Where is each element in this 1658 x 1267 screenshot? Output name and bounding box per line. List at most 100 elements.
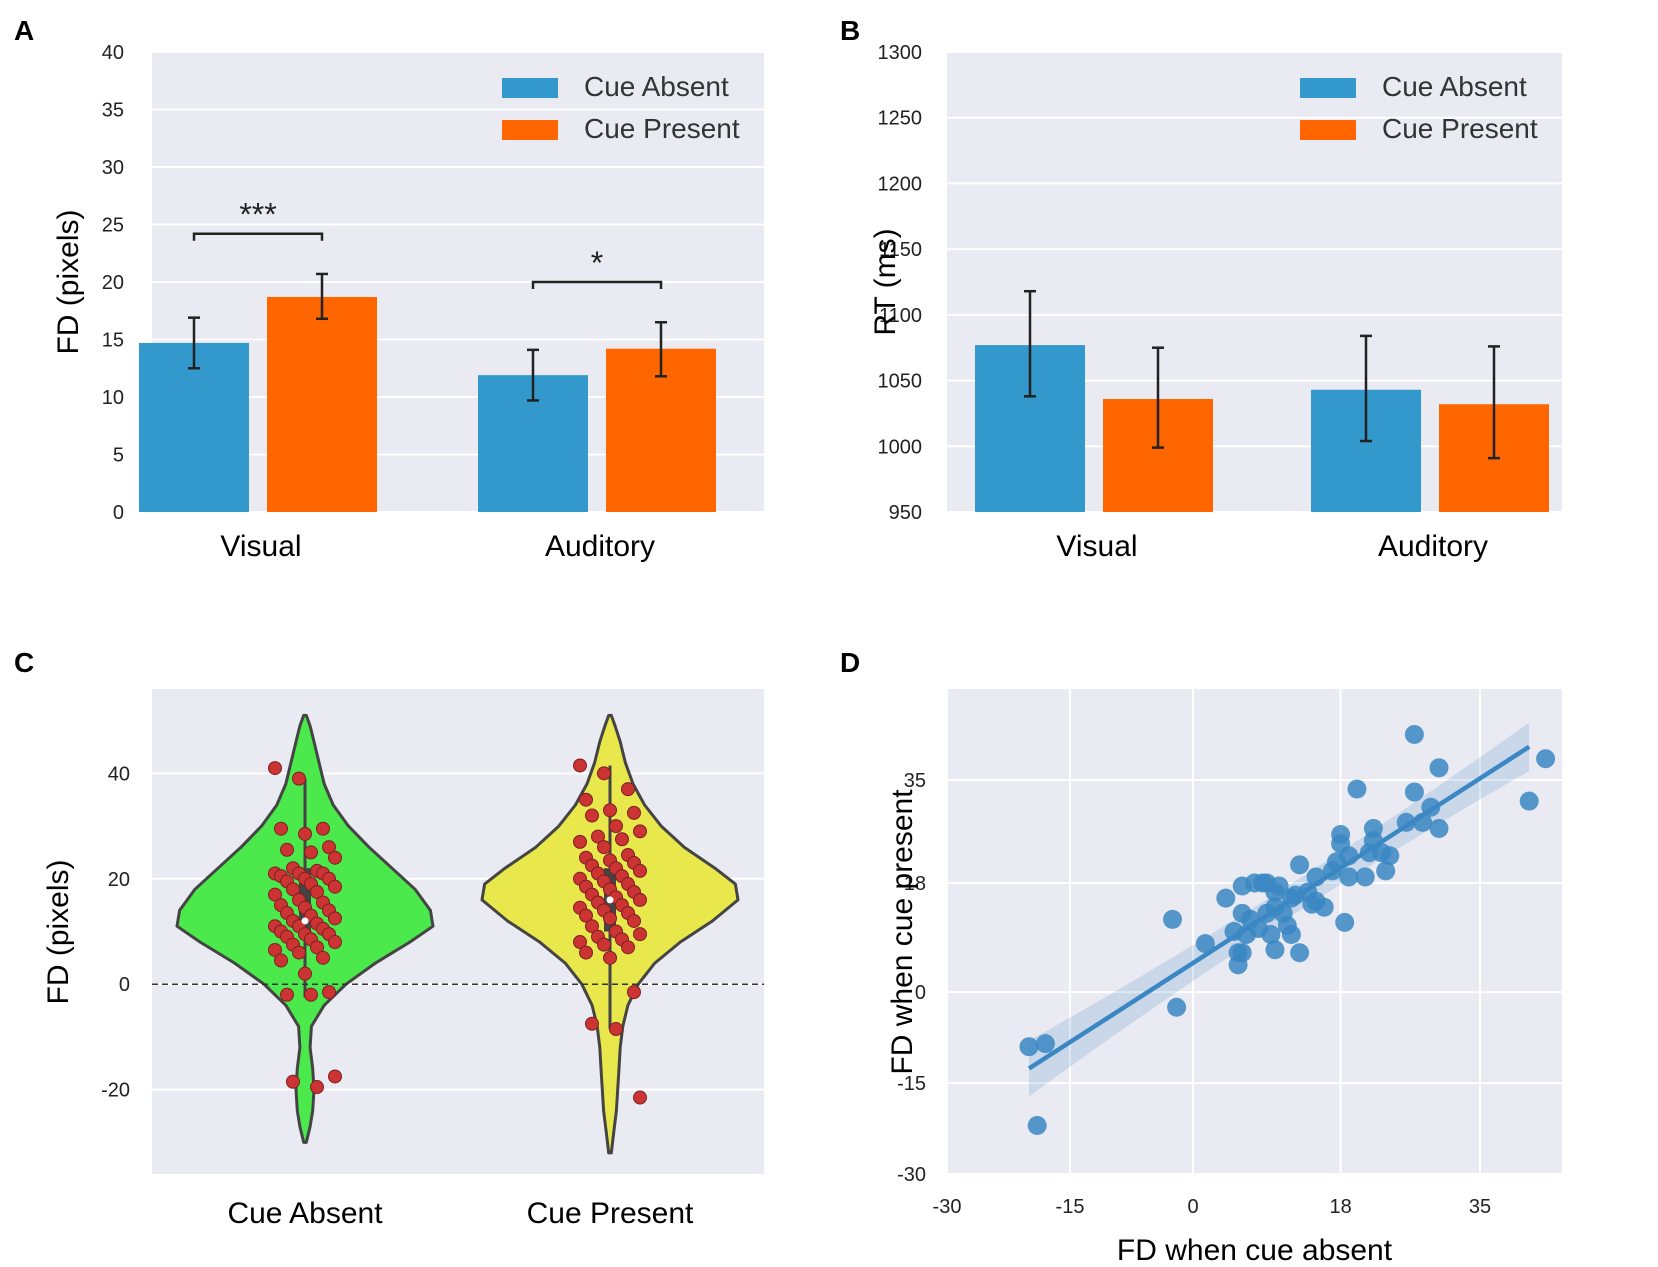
scatter-point	[1290, 855, 1310, 875]
y-tick-label: 25	[102, 215, 124, 237]
x-tick-label: -15	[1056, 1196, 1085, 1218]
y-tick-label: 0	[915, 982, 926, 1004]
scatter-point	[1363, 818, 1383, 838]
data-point	[585, 919, 599, 934]
y-axis-label: FD (pixels)	[52, 209, 85, 354]
legend-label: Cue Present	[584, 113, 740, 144]
y-axis-label: RT (ms)	[869, 228, 902, 335]
x-tick-label: 18	[1329, 1196, 1351, 1218]
data-point	[633, 1090, 647, 1105]
scatter-point	[1355, 867, 1375, 887]
data-point	[585, 1016, 599, 1031]
scatter-point	[1404, 782, 1424, 802]
significance-marker: ***	[239, 197, 276, 233]
legend-swatch	[1300, 78, 1356, 98]
y-tick-label: 35	[904, 770, 926, 792]
scatter-point	[1331, 825, 1351, 844]
y-tick-label: 5	[113, 445, 124, 467]
data-point	[633, 863, 647, 878]
scatter-point	[1339, 867, 1359, 887]
data-point	[322, 840, 336, 855]
data-point	[328, 911, 342, 926]
data-point	[274, 821, 288, 836]
data-point	[316, 821, 330, 836]
data-point	[573, 935, 587, 950]
data-point	[627, 913, 641, 928]
scatter-point	[1290, 943, 1310, 963]
scatter-point	[1376, 861, 1396, 881]
scatter-point	[1261, 925, 1281, 945]
data-point	[268, 942, 282, 957]
data-point	[573, 758, 587, 773]
scatter-point	[1265, 940, 1285, 960]
y-tick-label: 30	[102, 157, 124, 179]
data-point	[328, 850, 342, 865]
y-tick-label: -15	[897, 1073, 926, 1095]
data-point	[633, 892, 647, 907]
data-point	[322, 985, 336, 1000]
data-point	[609, 819, 623, 834]
data-point	[603, 803, 617, 818]
data-point	[274, 953, 288, 968]
y-tick-label: 1000	[878, 436, 923, 458]
y-tick-label: 35	[102, 100, 124, 122]
x-tick-label: 35	[1469, 1196, 1491, 1218]
data-point	[292, 771, 306, 786]
data-point	[597, 840, 611, 855]
data-point	[310, 940, 324, 955]
y-tick-label: 18	[904, 873, 926, 895]
scatter-point	[1429, 758, 1449, 778]
x-tick-label: 0	[1187, 1196, 1198, 1218]
data-point	[621, 940, 635, 955]
scatter-point	[1163, 909, 1182, 929]
data-point	[573, 834, 587, 849]
data-point	[633, 927, 647, 942]
panel-b: B 950 1000 1050 1100 1150 1200 1250 1300 Visual Au…	[840, 15, 1562, 563]
y-tick-label: 20	[102, 272, 124, 294]
data-point	[280, 842, 294, 857]
scatter-point	[1232, 943, 1252, 963]
data-point	[603, 950, 617, 965]
scatter-point	[1380, 846, 1400, 866]
data-point	[609, 1022, 623, 1037]
data-point	[615, 832, 629, 847]
scatter-point	[1216, 888, 1236, 908]
data-point	[633, 824, 647, 839]
legend-swatch	[502, 120, 558, 140]
data-point	[328, 879, 342, 894]
data-point	[304, 845, 318, 860]
panel-label: A	[14, 15, 34, 46]
scatter-point	[1536, 749, 1556, 769]
x-category-label: Auditory	[545, 530, 655, 563]
data-point	[316, 950, 330, 965]
data-point	[328, 1069, 342, 1084]
data-point	[603, 911, 617, 926]
significance-bracket	[192, 232, 324, 241]
scatter-point	[1269, 876, 1289, 896]
scatter-point	[1314, 897, 1334, 917]
y-tick-label: 40	[108, 763, 130, 785]
scatter-point	[1167, 997, 1187, 1017]
data-point	[621, 782, 635, 797]
legend-label: Cue Present	[1382, 113, 1538, 144]
y-tick-label: 1200	[878, 173, 923, 195]
data-point	[579, 945, 593, 960]
y-tick-label: 1050	[878, 371, 923, 393]
data-point	[310, 884, 324, 899]
data-point	[286, 882, 300, 897]
bar-cue-absent-visual	[139, 342, 249, 512]
y-tick-label: 10	[102, 387, 124, 409]
violin-median	[606, 896, 614, 904]
data-point	[292, 945, 306, 960]
scatter-point	[1019, 1037, 1039, 1057]
data-point	[591, 829, 605, 844]
panel-label: B	[840, 15, 860, 46]
panel-label: C	[14, 647, 34, 678]
panel-c: C -20 0 20 40 Cue Absent Cue Present FD (pixels…	[14, 647, 764, 1230]
y-tick-label: 1150	[879, 239, 922, 261]
data-point	[579, 792, 593, 807]
panel-d: D -30 -15 0 18 35 -30 -15 0 18 35 FD when cue absen…	[840, 647, 1562, 1267]
y-tick-label: 15	[102, 330, 124, 352]
legend-swatch	[1300, 120, 1356, 140]
